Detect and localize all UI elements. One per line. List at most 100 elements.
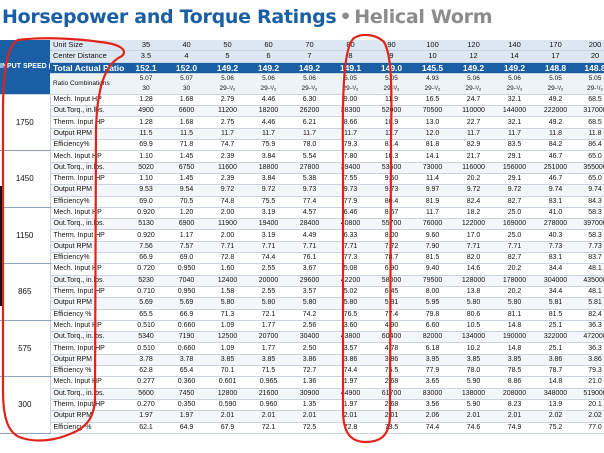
table-cell: 11.7: [207, 128, 248, 141]
table-cell: 20000: [248, 275, 289, 287]
table-cell: 1.10: [126, 173, 166, 186]
ratio-bottom: 29-¹/₂: [547, 84, 564, 92]
table-cell: 2.39: [207, 173, 248, 186]
table-cell: 7190: [166, 331, 207, 344]
table-cell: 4.78: [371, 342, 412, 355]
input-speed-cell: 575: [0, 320, 51, 378]
table-cell: 3.57: [330, 342, 371, 355]
table-row: 1750 Mech. Input HP 1.28 1.68 2.79 4.46 6.30 9.…: [0, 94, 604, 152]
table-cell: 8.66: [330, 116, 371, 129]
table-cell: 11.8: [535, 128, 576, 141]
table-row: 1450 Mech. Input HP 1.10 1.45 2.39 3.84 5.54 7.…: [0, 150, 604, 208]
table-cell: 71.3: [207, 309, 248, 321]
table-cell: 77.4: [289, 196, 330, 208]
table-cell: 77.9: [330, 196, 371, 208]
table-cell: 14.8: [494, 342, 535, 355]
row-label: Out.Torq., in.lbs.: [50, 105, 126, 118]
table-cell: 20.1: [576, 399, 604, 412]
table-cell: 36.3: [576, 320, 604, 333]
total-ratio-cell: 148.8: [576, 62, 604, 74]
table-row: Output RPM 1.97 1.97 2.01 2.01 2.01 2.01 2.01 2.…: [0, 410, 604, 423]
table-cell: 58.3: [576, 207, 604, 220]
table-cell: 34.4: [535, 263, 576, 276]
table-cell: 5.90: [453, 376, 494, 389]
table-cell: 48.1: [576, 286, 604, 299]
table-cell: 2.02: [535, 410, 576, 423]
table-cell: 4.46: [248, 116, 289, 129]
table-cell: 28400: [289, 218, 330, 231]
table-cell: 1.09: [207, 320, 248, 333]
table-cell: 1.77: [248, 342, 289, 355]
table-cell: 81.1: [494, 309, 535, 321]
row-label: Mech. Input HP: [50, 320, 126, 333]
table-row: Efficiency % 65.5 66.9 71.3 72.1 74.2 76.5 77.4…: [0, 309, 604, 321]
table-cell: 79500: [412, 275, 453, 287]
table-cell: 82.0: [453, 252, 494, 265]
table-cell: 6750: [166, 162, 207, 174]
table-cell: 72.1: [248, 422, 289, 434]
table-cell: 13.8: [453, 286, 494, 299]
input-speed-cell: 865: [0, 263, 51, 321]
ratio-bottom: 29-¹/₂: [506, 84, 523, 92]
table-cell: 2.01: [453, 410, 494, 423]
row-label: Out.Torq., in.lbs.: [50, 218, 126, 231]
table-cell: 208000: [494, 388, 535, 400]
table-cell: 21.7: [453, 150, 494, 163]
table-cell: 6.45: [371, 286, 412, 299]
table-cell: 58000: [371, 275, 412, 287]
ratio-top: 5.06: [508, 74, 521, 82]
row-label: Output RPM: [50, 410, 126, 423]
table-cell: 116000: [453, 162, 494, 174]
total-ratio-cell: 145.5: [412, 62, 453, 74]
total-ratio-cell: 149.2: [453, 62, 494, 74]
table-cell: 24.7: [453, 94, 494, 107]
table-cell: 66.9: [166, 309, 207, 321]
table-cell: 3.86: [576, 354, 604, 367]
table-cell: 3.86: [371, 354, 412, 367]
table-row: 300 Mech. Input HP 0.277 0.360 0.601 0.965 1.3…: [0, 376, 604, 434]
table-cell: 55700: [371, 218, 412, 231]
table-cell: 8.00: [371, 229, 412, 242]
table-row: Therm. Input HP 1.10 1.45 2.39 3.84 5.38 7.55 9…: [0, 173, 604, 186]
table-cell: 9.74: [576, 184, 604, 197]
table-cell: 1.58: [207, 286, 248, 299]
table-cell: 1.28: [126, 116, 166, 129]
table-cell: 7.73: [535, 241, 576, 254]
table-cell: 0.965: [248, 376, 289, 389]
table-cell: 11.5: [126, 128, 166, 141]
table-cell: 7.71: [207, 241, 248, 254]
table-cell: 5.54: [289, 150, 330, 163]
table-cell: 25.1: [535, 320, 576, 333]
table-cell: 44900: [330, 388, 371, 400]
table-cell: 5.80: [207, 297, 248, 310]
table-cell: 74.2: [289, 309, 330, 321]
table-cell: 0.720: [126, 263, 166, 276]
row-label: Output RPM: [50, 128, 126, 141]
center-distance-cell: 8: [330, 50, 371, 63]
table-cell: 2.50: [289, 342, 330, 355]
table-cell: 83.1: [535, 252, 576, 265]
table-cell: 9.50: [371, 173, 412, 186]
ratio-combinations-row: Ratio Combinations 5.07 30 5.07 30 5.06 29-¹/₂…: [0, 73, 604, 95]
table-cell: 66.9: [126, 252, 166, 265]
table-cell: 16.5: [412, 94, 453, 107]
table-cell: 397000: [576, 218, 604, 231]
table-cell: 1.09: [207, 342, 248, 355]
table-cell: 3.86: [535, 354, 576, 367]
table-cell: 7.55: [330, 173, 371, 186]
ratio-combination-cell: 5.06 29-¹/₂: [494, 73, 535, 95]
table-row: Efficiency% 69.0 70.5 74.8 75.5 77.4 77.9 80.4 8…: [0, 196, 604, 208]
table-cell: 72.1: [248, 309, 289, 321]
table-cell: 4.46: [248, 94, 289, 107]
table-cell: 110000: [453, 105, 494, 118]
table-cell: 0.920: [126, 207, 166, 220]
table-cell: 41.0: [535, 207, 576, 220]
table-cell: 7.71: [453, 241, 494, 254]
row-label: Therm. Input HP: [50, 342, 126, 355]
table-cell: 77.9: [412, 365, 453, 378]
table-cell: 138000: [453, 388, 494, 400]
table-cell: 11200: [207, 105, 248, 118]
table-cell: 8.86: [494, 376, 535, 389]
table-cell: 3.84: [248, 173, 289, 186]
table-cell: 14.8: [494, 320, 535, 333]
